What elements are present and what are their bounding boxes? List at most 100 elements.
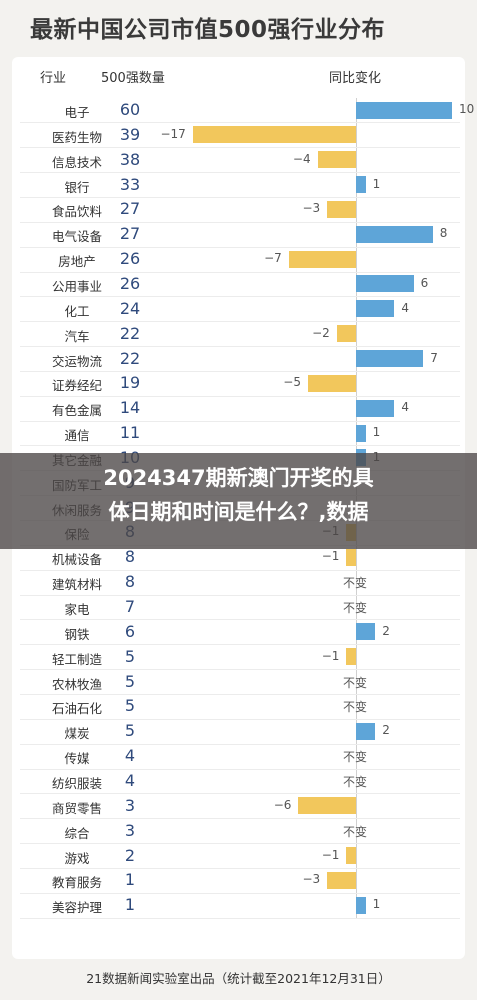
industry-label: 建筑材料 bbox=[51, 577, 102, 593]
header-count: 500强数量 bbox=[101, 71, 165, 86]
count-value: 1 bbox=[124, 895, 136, 915]
row-divider bbox=[20, 122, 460, 124]
row-divider bbox=[20, 718, 460, 720]
count-value: 60 bbox=[119, 100, 141, 119]
change-label: 不变 bbox=[343, 675, 368, 690]
row-divider bbox=[20, 196, 460, 198]
industry-label: 证券经纪 bbox=[51, 378, 102, 394]
increase-bar bbox=[356, 275, 414, 293]
change-label: −3 bbox=[302, 201, 321, 216]
industry-label: 游戏 bbox=[64, 850, 90, 866]
row-divider bbox=[20, 818, 460, 820]
industry-label: 交运物流 bbox=[51, 353, 102, 369]
change-label: 不变 bbox=[343, 576, 368, 591]
industry-label: 通信 bbox=[64, 428, 90, 444]
header-change: 同比变化 bbox=[329, 71, 382, 86]
change-label: 8 bbox=[439, 226, 448, 241]
row-divider bbox=[20, 246, 460, 248]
change-label: −1 bbox=[321, 549, 340, 564]
industry-label: 机械设备 bbox=[51, 552, 102, 568]
row-divider bbox=[20, 917, 460, 919]
count-value: 27 bbox=[119, 199, 141, 219]
change-label: 7 bbox=[430, 350, 438, 365]
count-value: 5 bbox=[124, 721, 136, 741]
row-divider bbox=[20, 395, 460, 397]
row-divider bbox=[20, 843, 460, 845]
industry-label: 纺织服装 bbox=[51, 775, 102, 791]
industry-label: 信息技术 bbox=[51, 154, 102, 170]
industry-label: 化工 bbox=[64, 303, 90, 319]
decrease-bar bbox=[327, 871, 356, 889]
change-label: 1 bbox=[372, 425, 381, 440]
industry-label: 银行 bbox=[64, 179, 90, 195]
change-label: −6 bbox=[273, 797, 292, 812]
change-label: −4 bbox=[292, 151, 311, 166]
row-divider bbox=[20, 296, 460, 298]
row-divider bbox=[20, 420, 460, 422]
decrease-bar bbox=[298, 797, 356, 815]
count-value: 33 bbox=[119, 174, 141, 194]
count-value: 8 bbox=[124, 547, 136, 567]
row-divider bbox=[20, 445, 460, 447]
count-value: 8 bbox=[124, 572, 136, 592]
count-value: 1 bbox=[124, 870, 136, 890]
industry-label: 家电 bbox=[64, 602, 90, 617]
change-label: 不变 bbox=[343, 774, 368, 789]
increase-bar bbox=[356, 896, 366, 914]
change-label: −5 bbox=[283, 375, 301, 390]
decrease-bar bbox=[308, 374, 356, 392]
decrease-bar bbox=[346, 548, 356, 566]
change-label: 4 bbox=[401, 300, 410, 315]
row-divider bbox=[20, 619, 460, 621]
change-label: 10 bbox=[459, 102, 475, 116]
industry-label: 房地产 bbox=[58, 254, 96, 270]
change-label: 4 bbox=[401, 400, 410, 415]
count-value: 39 bbox=[119, 124, 141, 144]
industry-label: 食品饮料 bbox=[51, 204, 102, 220]
row-divider bbox=[20, 321, 460, 323]
overlay-text: 2024347期新澳门开奖的具 体日期和时间是什么？,数据 bbox=[0, 461, 477, 529]
change-label: 不变 bbox=[343, 700, 368, 715]
header-industry: 行业 bbox=[40, 71, 67, 86]
count-value: 22 bbox=[119, 323, 141, 343]
count-value: 5 bbox=[124, 671, 136, 691]
overlay-line-2: 体日期和时间是什么？,数据 bbox=[108, 500, 369, 524]
row-divider bbox=[20, 768, 460, 770]
industry-label: 汽车 bbox=[64, 328, 90, 344]
row-divider bbox=[20, 370, 460, 372]
count-value: 27 bbox=[119, 224, 141, 244]
decrease-bar bbox=[192, 126, 356, 144]
row-divider bbox=[20, 669, 460, 671]
industry-label: 轻工制造 bbox=[51, 651, 102, 667]
count-value: 2 bbox=[124, 845, 136, 865]
increase-bar bbox=[356, 101, 452, 119]
change-label: −3 bbox=[302, 872, 321, 887]
change-label: −7 bbox=[264, 251, 282, 266]
change-label: 不变 bbox=[343, 824, 368, 839]
increase-bar bbox=[356, 399, 395, 417]
count-value: 19 bbox=[119, 373, 141, 393]
change-label: −2 bbox=[312, 325, 330, 340]
change-label: −1 bbox=[321, 847, 340, 862]
row-divider bbox=[20, 172, 460, 174]
change-label: −1 bbox=[321, 648, 340, 663]
row-divider bbox=[20, 743, 460, 745]
decrease-bar bbox=[346, 847, 356, 864]
decrease-bar bbox=[288, 250, 356, 268]
decrease-bar bbox=[346, 648, 356, 666]
increase-bar bbox=[356, 722, 376, 740]
industry-label: 电气设备 bbox=[51, 229, 102, 245]
increase-bar bbox=[356, 300, 395, 318]
increase-bar bbox=[356, 623, 376, 641]
row-divider bbox=[20, 569, 460, 571]
increase-bar bbox=[356, 350, 424, 367]
count-value: 4 bbox=[124, 770, 136, 790]
overlay-banner bbox=[0, 453, 477, 549]
row-divider bbox=[20, 793, 460, 795]
row-divider bbox=[20, 867, 460, 869]
industry-label: 美容护理 bbox=[51, 900, 102, 916]
increase-bar bbox=[356, 225, 433, 243]
industry-label: 教育服务 bbox=[51, 875, 102, 891]
count-value: 26 bbox=[119, 249, 141, 269]
count-value: 6 bbox=[124, 621, 136, 641]
